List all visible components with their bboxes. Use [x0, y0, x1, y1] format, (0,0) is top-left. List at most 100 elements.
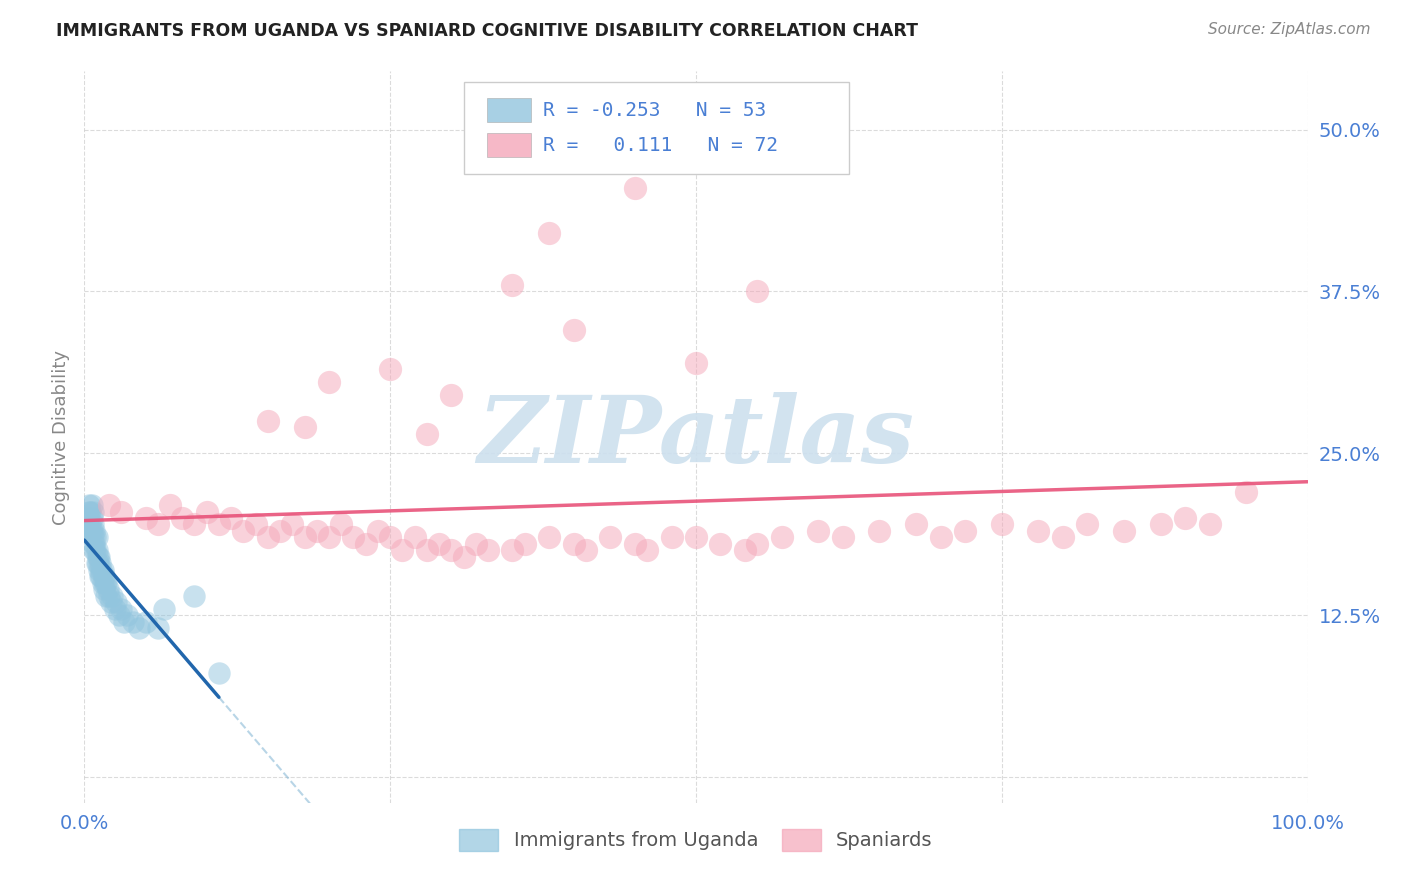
Text: R =   0.111   N = 72: R = 0.111 N = 72: [543, 136, 778, 154]
Point: [354, 537, 377, 551]
Point: [685, 530, 707, 544]
Point: [562, 537, 585, 551]
Point: [105, 595, 128, 609]
Point: [86, 557, 108, 571]
Point: [330, 517, 353, 532]
Point: [953, 524, 976, 538]
Point: [538, 226, 561, 240]
Point: [685, 356, 707, 370]
Point: [831, 530, 853, 544]
Point: [477, 543, 499, 558]
Point: [110, 601, 132, 615]
Point: [146, 517, 169, 532]
Point: [79, 524, 101, 538]
Point: [76, 517, 98, 532]
Point: [440, 388, 463, 402]
Point: [82, 517, 104, 532]
Point: [183, 589, 205, 603]
Point: [464, 537, 486, 551]
Point: [391, 543, 413, 558]
Point: [929, 530, 952, 544]
Text: ZIPatlas: ZIPatlas: [478, 392, 914, 482]
Point: [575, 543, 598, 558]
Point: [115, 608, 138, 623]
Text: Source: ZipAtlas.com: Source: ZipAtlas.com: [1208, 22, 1371, 37]
Point: [502, 277, 524, 292]
Point: [94, 575, 117, 590]
Point: [1174, 511, 1197, 525]
Point: [97, 582, 120, 597]
Point: [153, 601, 176, 615]
Point: [661, 530, 683, 544]
Point: [294, 420, 316, 434]
Point: [82, 530, 104, 544]
Point: [770, 530, 793, 544]
Point: [84, 530, 107, 544]
Point: [232, 524, 254, 538]
Point: [97, 498, 120, 512]
Point: [257, 414, 280, 428]
Point: [101, 589, 124, 603]
Point: [427, 537, 450, 551]
Point: [453, 549, 475, 564]
FancyBboxPatch shape: [464, 82, 849, 174]
Point: [128, 621, 150, 635]
Point: [502, 543, 524, 558]
Point: [135, 615, 157, 629]
Point: [86, 530, 108, 544]
Point: [87, 563, 110, 577]
Point: [747, 285, 769, 299]
Point: [380, 530, 402, 544]
Point: [87, 557, 110, 571]
Point: [416, 543, 439, 558]
Point: [90, 563, 112, 577]
Point: [79, 504, 101, 518]
Point: [1076, 517, 1098, 532]
Point: [416, 426, 439, 441]
Point: [1114, 524, 1136, 538]
Point: [269, 524, 291, 538]
Point: [87, 549, 110, 564]
Point: [367, 524, 389, 538]
Point: [513, 537, 536, 551]
Point: [83, 537, 105, 551]
Point: [97, 589, 120, 603]
Point: [440, 543, 463, 558]
Point: [80, 524, 103, 538]
Point: [104, 601, 127, 615]
Point: [135, 511, 157, 525]
FancyBboxPatch shape: [486, 98, 531, 122]
Point: [807, 524, 830, 538]
Point: [83, 524, 105, 538]
Point: [195, 504, 218, 518]
Point: [96, 589, 118, 603]
Point: [599, 530, 621, 544]
Point: [905, 517, 928, 532]
Point: [93, 582, 115, 597]
Point: [77, 504, 100, 518]
Point: [183, 517, 205, 532]
Point: [624, 537, 647, 551]
Legend: Immigrants from Uganda, Spaniards: Immigrants from Uganda, Spaniards: [451, 821, 941, 859]
Point: [91, 575, 114, 590]
Point: [172, 511, 194, 525]
Point: [636, 543, 658, 558]
Point: [91, 563, 114, 577]
Point: [709, 537, 731, 551]
Point: [404, 530, 426, 544]
Point: [89, 557, 111, 571]
Text: IMMIGRANTS FROM UGANDA VS SPANIARD COGNITIVE DISABILITY CORRELATION CHART: IMMIGRANTS FROM UGANDA VS SPANIARD COGNI…: [56, 22, 918, 40]
Point: [82, 504, 104, 518]
Point: [112, 615, 135, 629]
FancyBboxPatch shape: [486, 133, 531, 157]
Point: [77, 498, 100, 512]
Point: [305, 524, 328, 538]
Point: [219, 511, 242, 525]
Point: [77, 511, 100, 525]
Point: [90, 569, 112, 583]
Point: [208, 666, 231, 681]
Point: [342, 530, 364, 544]
Point: [257, 530, 280, 544]
Point: [1150, 517, 1173, 532]
Point: [245, 517, 267, 532]
